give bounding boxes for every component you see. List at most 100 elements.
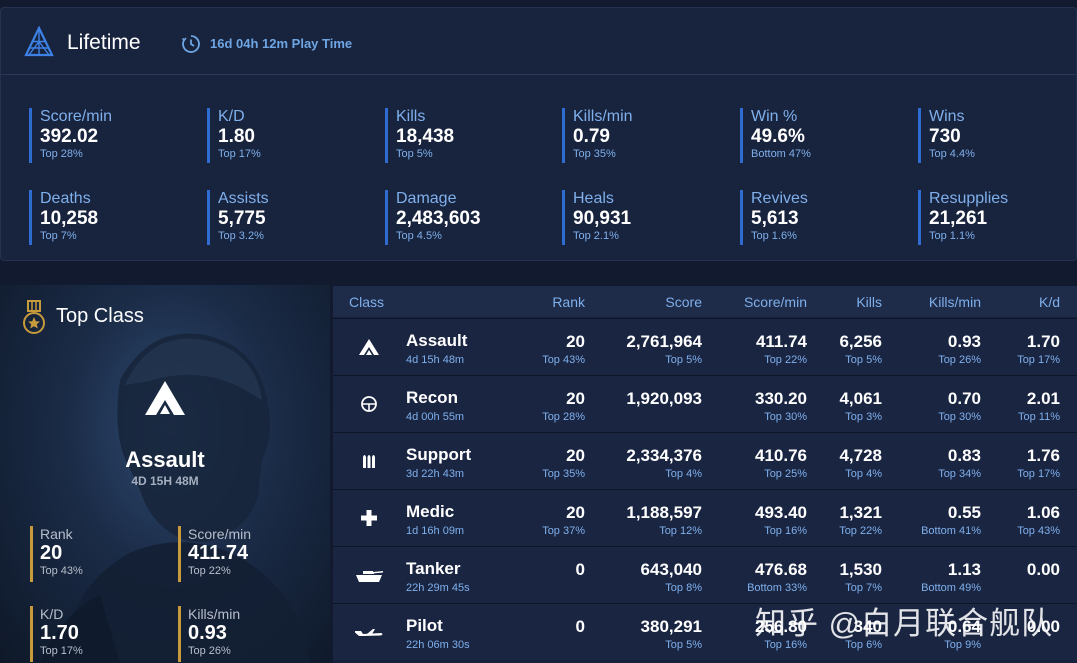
kd-value: 1.06 <box>1026 503 1060 522</box>
stat-label: Revives <box>751 190 808 207</box>
kd-value: 0.00 <box>1026 560 1060 579</box>
clock-icon <box>182 35 200 53</box>
stat-win-percent: Win % 49.6% Bottom 47% <box>740 108 900 163</box>
kills-per-min-value: 0.70 <box>947 389 981 408</box>
rank-value: 0 <box>575 617 585 636</box>
kills-per-min-percentile: Bottom 41% <box>921 525 981 537</box>
score-per-min-percentile: Top 30% <box>764 411 807 423</box>
stat-rank: Top 17% <box>218 148 261 160</box>
medal-icon <box>23 300 45 334</box>
stat-value: 10,258 <box>40 208 99 229</box>
stat-rank: Top 22% <box>188 565 231 577</box>
score-per-min-percentile: Top 16% <box>764 639 807 651</box>
kills-per-min-value: 0.83 <box>947 446 981 465</box>
stat-rank: Bottom 47% <box>751 148 811 160</box>
stat-label: Assists <box>218 190 269 207</box>
assault-class-icon <box>145 381 185 415</box>
kills-per-min-value: 0.93 <box>947 332 981 351</box>
score-percentile: Top 12% <box>659 525 702 537</box>
score-per-min-percentile: Bottom 33% <box>747 582 807 594</box>
kills-percentile: Top 4% <box>845 468 882 480</box>
table-row[interactable]: Pilot 22h 06m 30s 0 380,291 Top 5% 256.8… <box>333 603 1077 660</box>
column-header-kills-per-min[interactable]: Kills/min <box>928 294 981 310</box>
kd-percentile: Top 17% <box>1017 468 1060 480</box>
stat-kills: Kills 18,438 Top 5% <box>385 108 545 163</box>
rank-value: 20 <box>566 446 585 465</box>
score-per-min-value: 476.68 <box>755 560 807 579</box>
stat-rank: Top 43% <box>40 565 83 577</box>
class-name: Tanker <box>406 559 461 578</box>
column-header-class[interactable]: Class <box>349 294 385 310</box>
kd-percentile: Top 43% <box>1017 525 1060 537</box>
table-row[interactable]: Recon 4d 00h 55m 20 Top 28% 1,920,093 33… <box>333 375 1077 432</box>
stat-value: 0.79 <box>573 126 610 147</box>
kd-value: 1.76 <box>1026 446 1060 465</box>
stat-label: Heals <box>573 190 614 207</box>
pilot-class-icon <box>355 629 383 636</box>
class-name: Support <box>406 445 472 464</box>
score-percentile: Top 5% <box>665 639 702 651</box>
stat-rank: Top 1.6% <box>751 230 797 242</box>
table-row[interactable]: Tanker 22h 29m 45s 0 643,040 Top 8% 476.… <box>333 546 1077 603</box>
column-header-kd[interactable]: K/d <box>1038 294 1060 310</box>
column-header-score-per-min[interactable]: Score/min <box>743 294 807 310</box>
table-row[interactable]: Support 3d 22h 43m 20 Top 35% 2,334,376 … <box>333 432 1077 489</box>
stat-rank: Top 26% <box>188 645 231 657</box>
stat-label: Damage <box>396 190 457 207</box>
score-value: 2,334,376 <box>626 446 702 465</box>
table-row[interactable]: Assault 4d 15h 48m 20 Top 43% 2,761,964 … <box>333 318 1077 375</box>
rank-percentile: Top 28% <box>542 411 585 423</box>
play-time: 16d 04h 12m Play Time <box>210 36 353 51</box>
stat-rank: Top 35% <box>573 148 616 160</box>
rank-percentile: Top 43% <box>542 354 585 366</box>
score-value: 2,761,964 <box>626 332 702 351</box>
kills-value: 4,061 <box>839 389 882 408</box>
pyramid-logo-icon <box>24 26 54 57</box>
rank-percentile: Top 35% <box>542 468 585 480</box>
stat-label: K/D <box>218 108 245 125</box>
class-name: Medic <box>406 502 455 521</box>
recon-class-icon <box>361 396 377 412</box>
stat-value: 0.93 <box>188 622 227 644</box>
kills-percentile: Top 3% <box>845 411 882 423</box>
score-per-min-percentile: Top 22% <box>764 354 807 366</box>
stat-label: Resupplies <box>929 190 1009 207</box>
score-percentile: Top 4% <box>665 468 702 480</box>
assault-class-icon <box>359 339 379 355</box>
kills-per-min-value: 1.13 <box>947 560 981 579</box>
column-header-rank[interactable]: Rank <box>552 294 585 310</box>
column-header-score[interactable]: Score <box>665 294 702 310</box>
stat-label: Score/min <box>188 526 252 542</box>
table-row[interactable]: Medic 1d 16h 09m 20 Top 37% 1,188,597 To… <box>333 489 1077 546</box>
stat-value: 21,261 <box>929 208 988 229</box>
rank-value: 20 <box>566 503 585 522</box>
stat-rank: Top 5% <box>396 148 433 160</box>
class-time: 4d 00h 55m <box>406 411 465 423</box>
class-time: 3d 22h 43m <box>406 468 465 480</box>
class-time: 4d 15h 48m <box>406 354 465 366</box>
kills-percentile: Top 6% <box>845 639 882 651</box>
score-per-min-value: 411.74 <box>755 332 807 351</box>
class-name: Assault <box>406 331 468 350</box>
kills-percentile: Top 22% <box>839 525 882 537</box>
score-percentile: Top 5% <box>665 354 702 366</box>
top-class-stat-kd: K/D 1.70 Top 17% <box>30 606 170 662</box>
kills-per-min-percentile: Top 9% <box>944 639 981 651</box>
stat-label: K/D <box>40 606 64 622</box>
soldier-portrait <box>40 333 310 663</box>
column-header-kills[interactable]: Kills <box>856 294 882 310</box>
stat-assists: Assists 5,775 Top 3.2% <box>207 190 367 245</box>
lifetime-title: Lifetime <box>67 31 141 54</box>
kd-percentile: Top 11% <box>1018 411 1060 423</box>
stat-deaths: Deaths 10,258 Top 7% <box>29 190 189 245</box>
stat-label: Rank <box>40 526 73 542</box>
stat-label: Win % <box>751 108 798 125</box>
top-class-title: Top Class <box>56 305 144 327</box>
stat-rank: Top 3.2% <box>218 230 264 242</box>
kills-per-min-percentile: Top 30% <box>938 411 981 423</box>
kills-value: 4,728 <box>839 446 882 465</box>
kills-percentile: Top 7% <box>845 582 882 594</box>
support-class-icon <box>363 455 375 468</box>
stat-rank: Top 1.1% <box>929 230 975 242</box>
class-time: 1d 16h 09m <box>406 525 465 537</box>
